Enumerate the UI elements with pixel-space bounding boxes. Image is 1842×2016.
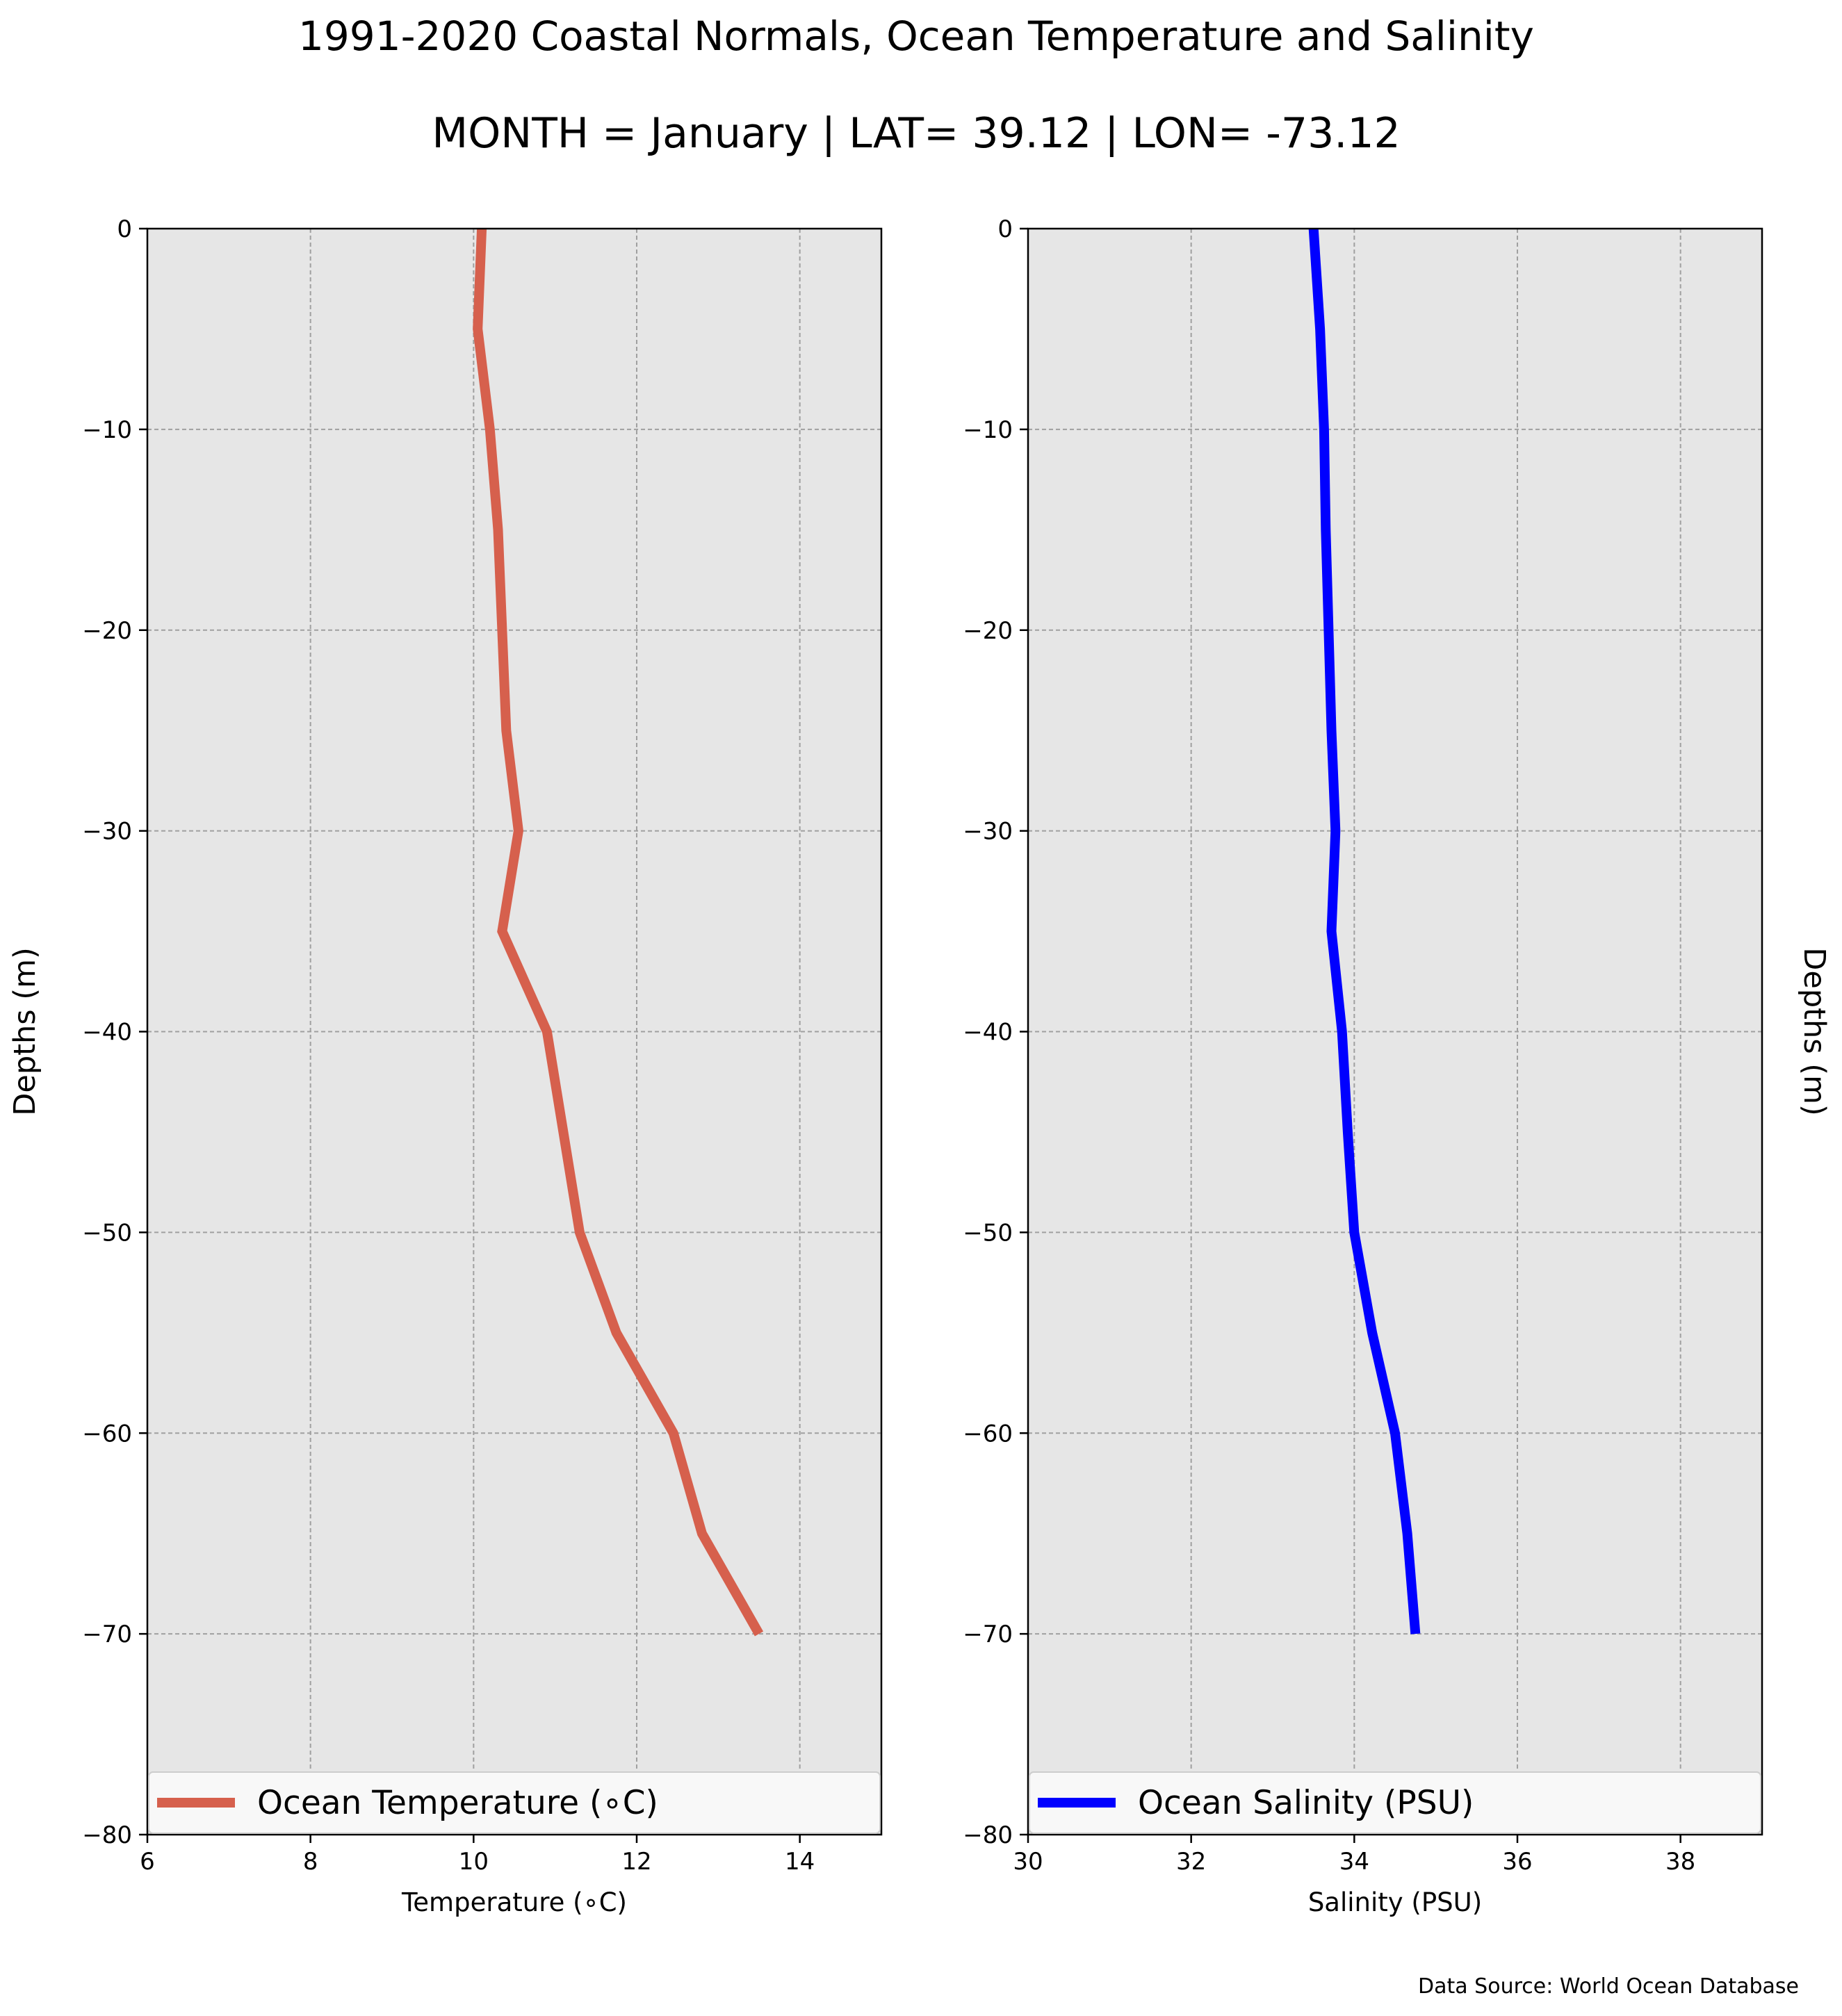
x-tick-label: 34 <box>1339 1848 1369 1876</box>
figure-subtitle: MONTH = January | LAT= 39.12 | LON= -73.… <box>432 109 1400 158</box>
x-tick-label: 6 <box>140 1848 155 1876</box>
salinity-legend: Ocean Salinity (PSU) <box>1029 1771 1761 1834</box>
x-tick-label: 12 <box>621 1848 651 1876</box>
y-tick-label: 0 <box>997 215 1013 243</box>
y-tick-label: −30 <box>963 818 1013 846</box>
salinity-x-axis-label: Salinity (PSU) <box>1308 1887 1482 1917</box>
data-source-note: Data Source: World Ocean Database <box>1418 1974 1799 1999</box>
temperature-x-axis-label: Temperature (∘C) <box>401 1887 627 1917</box>
sal-profile-line <box>1308 228 1421 1634</box>
y-tick-label: −20 <box>963 617 1013 645</box>
y-tick-label: −70 <box>963 1621 1013 1648</box>
x-tick-label: 36 <box>1502 1848 1532 1876</box>
legend-label: Ocean Salinity (PSU) <box>1138 1784 1474 1822</box>
y-tick-label: −40 <box>82 1019 132 1047</box>
legend-box <box>1029 1771 1761 1834</box>
temperature-series <box>473 228 764 1637</box>
x-tick-label: 38 <box>1665 1848 1695 1876</box>
temperature-plot-area <box>147 229 881 1835</box>
salinity-panel: 30 32 34 36 38 0 −10 −20 −30 −40 −50 −60 −70 −80 Ocea… <box>963 215 1832 1917</box>
y-tick-label: −80 <box>963 1821 1013 1849</box>
y-tick-label: −40 <box>963 1019 1013 1047</box>
y-tick-label: −10 <box>963 416 1013 444</box>
x-tick-label: 8 <box>303 1848 318 1876</box>
y-tick-label: −50 <box>82 1219 132 1247</box>
y-tick-label: 0 <box>117 215 132 243</box>
x-tick-label: 32 <box>1176 1848 1206 1876</box>
y-tick-label: −60 <box>963 1420 1013 1448</box>
y-tick-label: −10 <box>82 416 132 444</box>
salinity-plot-area <box>1028 229 1762 1835</box>
y-tick-label: −20 <box>82 617 132 645</box>
legend-box <box>148 1771 881 1834</box>
figure-title: 1991-2020 Coastal Normals, Ocean Tempera… <box>298 13 1534 60</box>
temperature-legend: Ocean Temperature (∘C) <box>148 1771 881 1834</box>
y-tick-label: −60 <box>82 1420 132 1448</box>
temperature-panel: 6 8 10 12 14 0 −10 −20 −30 −40 −50 −60 −70 −80 Ocean … <box>8 215 883 1917</box>
y-tick-label: −50 <box>963 1219 1013 1247</box>
temp-profile-line <box>473 228 764 1637</box>
legend-label: Ocean Temperature (∘C) <box>257 1784 658 1822</box>
y-tick-label: −30 <box>82 818 132 846</box>
temperature-ticks: 6 8 10 12 14 0 −10 −20 −30 −40 −50 −60 −70 −80 <box>82 215 815 1876</box>
y-tick-label: −80 <box>82 1821 132 1849</box>
x-tick-label: 30 <box>1013 1848 1043 1876</box>
x-tick-label: 14 <box>785 1848 815 1876</box>
temperature-y-axis-label: Depths (m) <box>8 947 42 1115</box>
y-tick-label: −70 <box>82 1621 132 1648</box>
x-tick-label: 10 <box>459 1848 489 1876</box>
salinity-y-axis-label: Depths (m) <box>1797 947 1832 1115</box>
salinity-ticks: 30 32 34 36 38 0 −10 −20 −30 −40 −50 −60 −70 −80 <box>963 215 1695 1876</box>
salinity-series <box>1308 228 1421 1634</box>
